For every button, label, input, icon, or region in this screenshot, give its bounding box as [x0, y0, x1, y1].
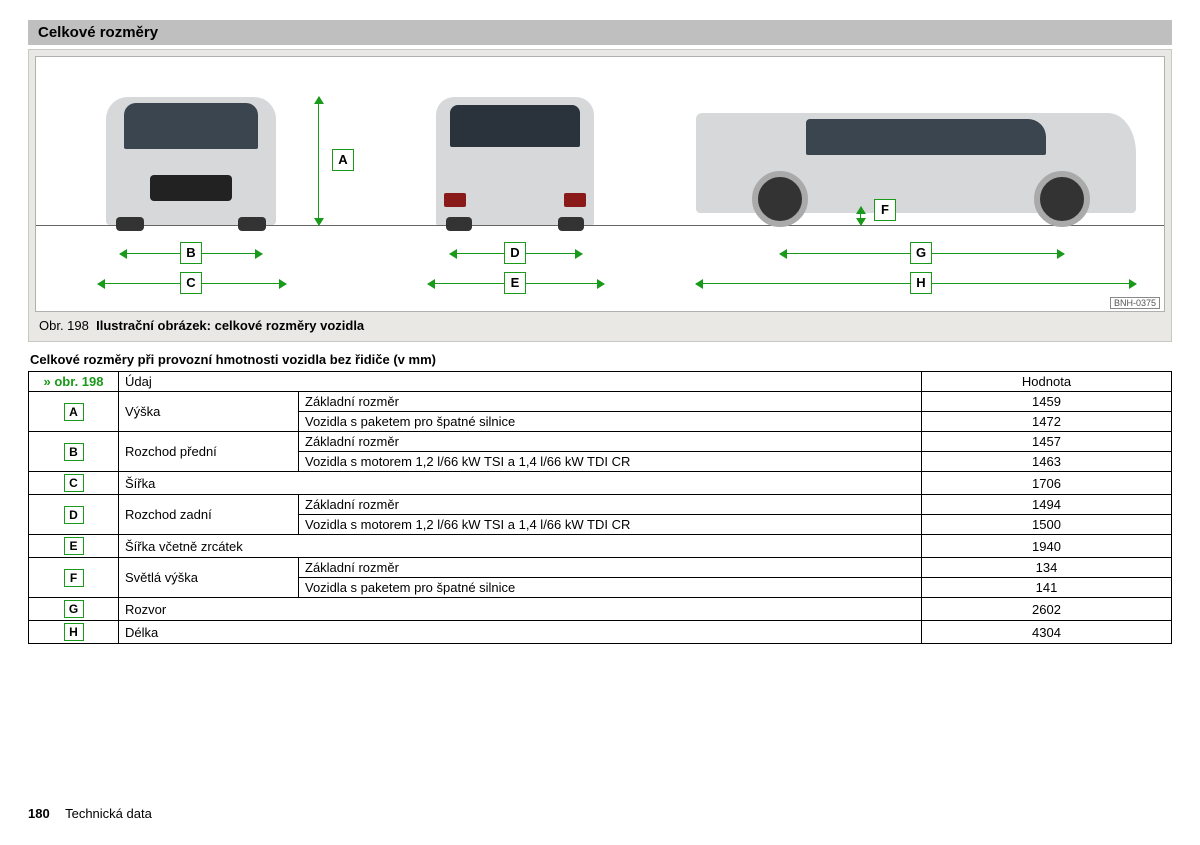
section-title: Celkové rozměry [28, 20, 1172, 45]
car-rear-view [436, 97, 594, 225]
table-row: C Šířka1706 [29, 472, 1172, 495]
figure-block: A B C D E [28, 49, 1172, 342]
row-udaj: Délka [119, 621, 922, 644]
table-header-udaj: Údaj [119, 372, 922, 392]
row-udaj: Šířka včetně zrcátek [119, 535, 922, 558]
dim-label-d: D [504, 242, 526, 264]
footer-section: Technická data [65, 806, 152, 821]
dim-label-f: F [874, 199, 896, 221]
row-value: 1459 [922, 392, 1172, 412]
table-row: G Rozvor2602 [29, 598, 1172, 621]
table-row: E Šířka včetně zrcátek1940 [29, 535, 1172, 558]
row-value: 2602 [922, 598, 1172, 621]
row-letter: B [64, 443, 84, 461]
dim-label-e: E [504, 272, 526, 294]
row-udaj: Výška [119, 392, 299, 432]
row-desc: Vozidla s motorem 1,2 l/66 kW TSI a 1,4 … [299, 515, 922, 535]
figure-code: BNH-0375 [1110, 297, 1160, 309]
row-value: 141 [922, 578, 1172, 598]
dim-label-a: A [332, 149, 354, 171]
row-letter: A [64, 403, 84, 421]
figure-caption: Obr. 198 Ilustrační obrázek: celkové roz… [35, 312, 1165, 335]
car-side-view [696, 113, 1136, 213]
row-udaj: Rozchod přední [119, 432, 299, 472]
dim-label-b: B [180, 242, 202, 264]
table-header-ref: » obr. 198 [44, 374, 104, 389]
row-desc: Základní rozměr [299, 392, 922, 412]
dim-label-c: C [180, 272, 202, 294]
row-letter: E [64, 537, 84, 555]
row-udaj: Šířka [119, 472, 922, 495]
row-letter: G [64, 600, 84, 618]
figure-canvas: A B C D E [35, 56, 1165, 312]
row-value: 4304 [922, 621, 1172, 644]
row-value: 1472 [922, 412, 1172, 432]
row-value: 1500 [922, 515, 1172, 535]
row-letter: F [64, 569, 84, 587]
row-value: 134 [922, 558, 1172, 578]
row-desc: Základní rozměr [299, 495, 922, 515]
row-udaj: Rozchod zadní [119, 495, 299, 535]
row-desc: Základní rozměr [299, 432, 922, 452]
table-row: FSvětlá výškaZákladní rozměr134 [29, 558, 1172, 578]
row-value: 1940 [922, 535, 1172, 558]
row-desc: Vozidla s paketem pro špatné silnice [299, 412, 922, 432]
dim-label-h: H [910, 272, 932, 294]
table-title: Celkové rozměry při provozní hmotnosti v… [30, 352, 1172, 367]
car-front-view [106, 97, 276, 225]
page-number: 180 [28, 806, 50, 821]
dimensions-table: » obr. 198ÚdajHodnotaAVýškaZákladní rozm… [28, 371, 1172, 644]
row-letter: C [64, 474, 84, 492]
row-desc: Vozidla s motorem 1,2 l/66 kW TSI a 1,4 … [299, 452, 922, 472]
table-row: AVýškaZákladní rozměr1459 [29, 392, 1172, 412]
table-row: H Délka4304 [29, 621, 1172, 644]
row-value: 1706 [922, 472, 1172, 495]
table-header-hodnota: Hodnota [922, 372, 1172, 392]
page-footer: 180 Technická data [28, 806, 152, 821]
table-row: DRozchod zadníZákladní rozměr1494 [29, 495, 1172, 515]
row-letter: D [64, 506, 84, 524]
row-value: 1457 [922, 432, 1172, 452]
row-desc: Základní rozměr [299, 558, 922, 578]
dim-label-g: G [910, 242, 932, 264]
row-letter: H [64, 623, 84, 641]
row-value: 1463 [922, 452, 1172, 472]
row-udaj: Světlá výška [119, 558, 299, 598]
table-row: BRozchod předníZákladní rozměr1457 [29, 432, 1172, 452]
row-value: 1494 [922, 495, 1172, 515]
row-udaj: Rozvor [119, 598, 922, 621]
row-desc: Vozidla s paketem pro špatné silnice [299, 578, 922, 598]
